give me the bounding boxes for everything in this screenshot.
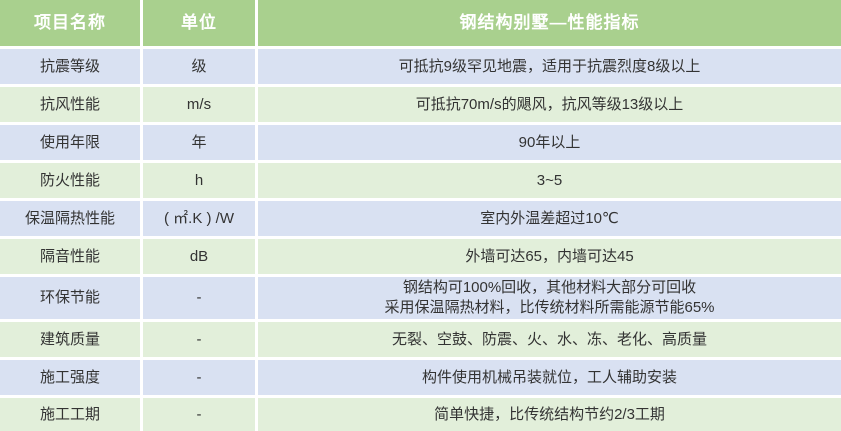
value-cell: 90年以上	[258, 125, 841, 160]
value-cell: 外墙可达65，内墙可达45	[258, 239, 841, 274]
column-header-unit: 单位	[143, 0, 255, 46]
row-label: 使用年限	[0, 125, 140, 160]
unit-cell: -	[143, 277, 255, 319]
row-label: 保温隔热性能	[0, 201, 140, 236]
value-cell: 可抵抗70m/s的飓风，抗风等级13级以上	[258, 87, 841, 122]
value-cell: 可抵抗9级罕见地震，适用于抗震烈度8级以上	[258, 49, 841, 84]
row-label: 防火性能	[0, 163, 140, 198]
row-label: 环保节能	[0, 277, 140, 319]
value-cell: 简单快捷，比传统结构节约2/3工期	[258, 398, 841, 431]
unit-cell: 级	[143, 49, 255, 84]
unit-cell: m/s	[143, 87, 255, 122]
value-cell: 构件使用机械吊装就位，工人辅助安装	[258, 360, 841, 395]
value-cell: 无裂、空鼓、防震、火、水、冻、老化、高质量	[258, 322, 841, 357]
value-cell: 钢结构可100%回收，其他材料大部分可回收 采用保温隔热材料，比传统材料所需能源…	[258, 277, 841, 319]
unit-cell: dB	[143, 239, 255, 274]
unit-cell: 年	[143, 125, 255, 160]
row-label: 建筑质量	[0, 322, 140, 357]
unit-cell: -	[143, 360, 255, 395]
row-label: 施工强度	[0, 360, 140, 395]
value-cell: 3~5	[258, 163, 841, 198]
row-label: 抗风性能	[0, 87, 140, 122]
unit-cell: -	[143, 322, 255, 357]
row-label: 施工工期	[0, 398, 140, 431]
row-label: 隔音性能	[0, 239, 140, 274]
column-header-project-name: 项目名称	[0, 0, 140, 46]
value-cell: 室内外温差超过10℃	[258, 201, 841, 236]
unit-cell: h	[143, 163, 255, 198]
row-label: 抗震等级	[0, 49, 140, 84]
unit-cell: -	[143, 398, 255, 431]
table-title: 钢结构别墅—性能指标	[258, 0, 841, 46]
unit-cell: ( ㎡.K ) /W	[143, 201, 255, 236]
